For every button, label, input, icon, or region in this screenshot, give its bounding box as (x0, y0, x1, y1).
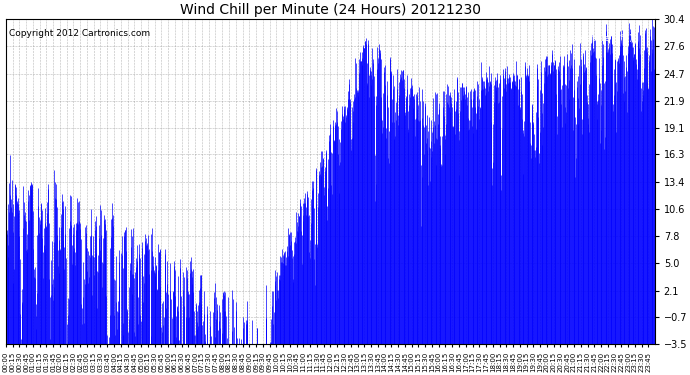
Text: Copyright 2012 Cartronics.com: Copyright 2012 Cartronics.com (9, 29, 150, 38)
Title: Wind Chill per Minute (24 Hours) 20121230: Wind Chill per Minute (24 Hours) 2012123… (179, 3, 481, 17)
